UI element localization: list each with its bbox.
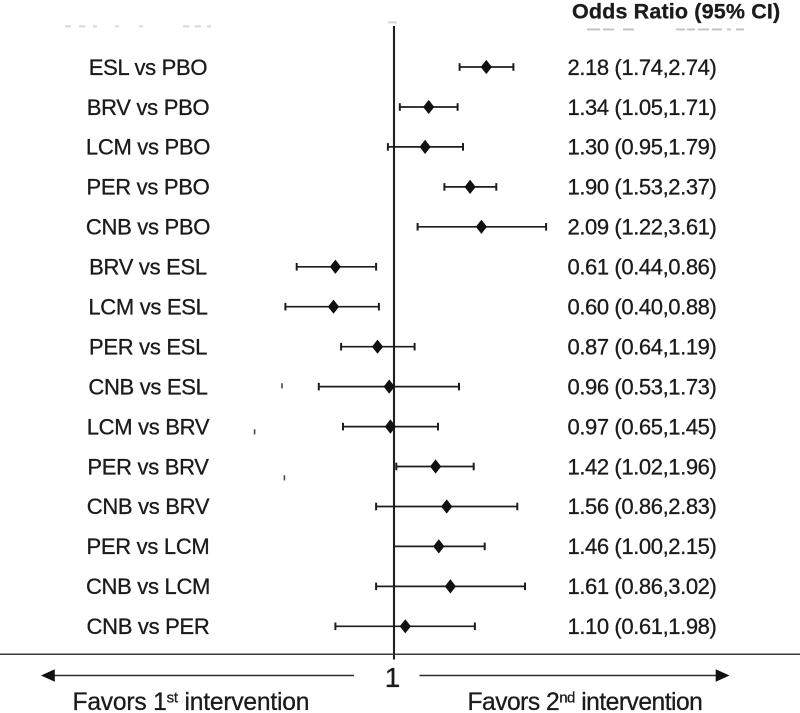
svg-text:1.34 (1.05,1.71): 1.34 (1.05,1.71) <box>568 95 717 120</box>
svg-text:BRV vs ESL: BRV vs ESL <box>89 255 207 280</box>
svg-text:2.09 (1.22,3.61): 2.09 (1.22,3.61) <box>568 215 717 240</box>
svg-text:CNB vs ESL: CNB vs ESL <box>88 374 207 399</box>
svg-text:0.97 (0.65,1.45): 0.97 (0.65,1.45) <box>568 414 717 439</box>
svg-text:CNB vs LCM: CNB vs LCM <box>86 574 210 599</box>
svg-text:Favors 2nd intervention: Favors 2nd intervention <box>468 689 703 713</box>
svg-text:Odds Ratio (95% CI): Odds Ratio (95% CI) <box>572 0 780 24</box>
svg-text:LCM vs BRV: LCM vs BRV <box>87 414 210 439</box>
svg-text:1.30 (0.95,1.79): 1.30 (0.95,1.79) <box>568 135 717 160</box>
svg-text:2.18 (1.74,2.74): 2.18 (1.74,2.74) <box>568 55 717 80</box>
svg-text:CNB vs PBO: CNB vs PBO <box>86 215 210 240</box>
svg-text:0.61 (0.44,0.86): 0.61 (0.44,0.86) <box>568 255 717 280</box>
svg-text:0.60 (0.40,0.88): 0.60 (0.40,0.88) <box>568 295 717 320</box>
svg-text:1.42 (1.02,1.96): 1.42 (1.02,1.96) <box>568 454 717 479</box>
svg-text:PER vs PBO: PER vs PBO <box>87 175 210 200</box>
svg-text:1.61 (0.86,3.02): 1.61 (0.86,3.02) <box>568 574 717 599</box>
svg-text:1.56 (0.86,2.83): 1.56 (0.86,2.83) <box>568 494 717 519</box>
svg-text:0.96 (0.53,1.73): 0.96 (0.53,1.73) <box>568 374 717 399</box>
svg-text:1.90 (1.53,2.37): 1.90 (1.53,2.37) <box>568 175 717 200</box>
svg-text:BRV vs PBO: BRV vs PBO <box>87 95 210 120</box>
svg-text:PER vs LCM: PER vs LCM <box>87 534 210 559</box>
svg-text:CNB vs BRV: CNB vs BRV <box>87 494 210 519</box>
svg-text:0.87 (0.64,1.19): 0.87 (0.64,1.19) <box>568 335 717 360</box>
svg-text:LCM vs PBO: LCM vs PBO <box>86 135 210 160</box>
svg-text:ESL vs PBO: ESL vs PBO <box>89 55 208 80</box>
svg-text:LCM vs ESL: LCM vs ESL <box>88 295 207 320</box>
svg-text:PER vs ESL: PER vs ESL <box>89 335 207 360</box>
svg-text:CNB vs PER: CNB vs PER <box>87 614 210 639</box>
svg-text:Favors 1st intervention: Favors 1st intervention <box>73 689 310 713</box>
svg-text:PER vs BRV: PER vs BRV <box>87 454 209 479</box>
svg-text:1.46 (1.00,2.15): 1.46 (1.00,2.15) <box>568 534 717 559</box>
svg-text:1.10 (0.61,1.98): 1.10 (0.61,1.98) <box>568 614 717 639</box>
svg-text:1: 1 <box>385 662 401 693</box>
